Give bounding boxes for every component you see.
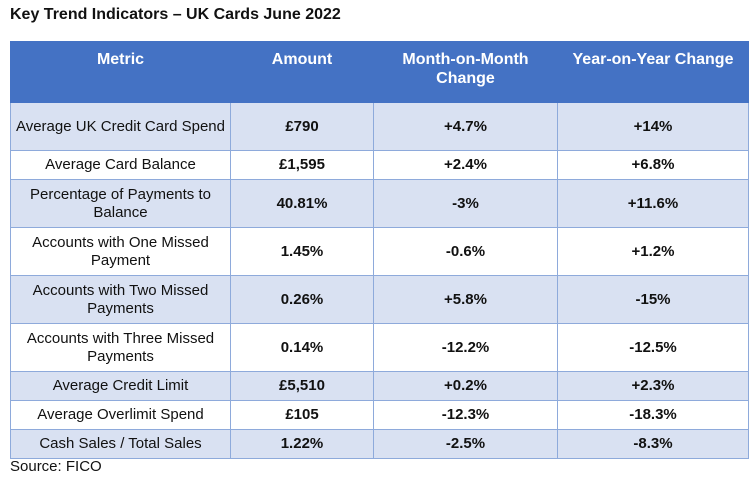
value-cell: 1.45% (230, 227, 374, 276)
value-cell: -15% (557, 275, 749, 324)
value-cell: -8.3% (557, 429, 749, 459)
value-cell: +1.2% (557, 227, 749, 276)
metric-cell: Cash Sales / Total Sales (10, 429, 231, 459)
column-header: Month-on-Month Change (373, 41, 558, 103)
metric-cell: Average Credit Limit (10, 371, 231, 401)
value-cell: +14% (557, 102, 749, 151)
table-row: Accounts with Two Missed Payments 0.26% +5… (10, 275, 749, 324)
value-cell: 0.14% (230, 323, 374, 372)
value-cell: -18.3% (557, 400, 749, 430)
table-row: Average UK Credit Card Spend £790 +4.7% +14… (10, 102, 749, 151)
value-cell: +6.8% (557, 150, 749, 180)
column-header: Amount (230, 41, 374, 103)
table-row: Average Card Balance £1,595 +2.4% +6.8% (10, 150, 749, 180)
metric-cell: Percentage of Payments to Balance (10, 179, 231, 228)
table-row: Cash Sales / Total Sales 1.22% -2.5% -8.3% (10, 429, 749, 459)
value-cell: £5,510 (230, 371, 374, 401)
value-cell: -2.5% (373, 429, 558, 459)
value-cell: -12.3% (373, 400, 558, 430)
value-cell: +0.2% (373, 371, 558, 401)
value-cell: £790 (230, 102, 374, 151)
value-cell: +2.4% (373, 150, 558, 180)
metric-cell: Average UK Credit Card Spend (10, 102, 231, 151)
value-cell: -12.2% (373, 323, 558, 372)
value-cell: 40.81% (230, 179, 374, 228)
value-cell: +5.8% (373, 275, 558, 324)
value-cell: £105 (230, 400, 374, 430)
header-row: Metric Amount Month-on-Month Change Year-on… (10, 41, 749, 103)
table-row: Average Credit Limit £5,510 +0.2% +2.3% (10, 371, 749, 401)
value-cell: £1,595 (230, 150, 374, 180)
source-note: Source: FICO (10, 458, 102, 475)
value-cell: -0.6% (373, 227, 558, 276)
metric-cell: Average Card Balance (10, 150, 231, 180)
metric-cell: Average Overlimit Spend (10, 400, 231, 430)
value-cell: -12.5% (557, 323, 749, 372)
metric-cell: Accounts with Three Missed Payments (10, 323, 231, 372)
table-row: Accounts with Three Missed Payments 0.14%… (10, 323, 749, 372)
table-row: Percentage of Payments to Balance 40.81% -… (10, 179, 749, 228)
value-cell: 0.26% (230, 275, 374, 324)
metric-cell: Accounts with One Missed Payment (10, 227, 231, 276)
value-cell: 1.22% (230, 429, 374, 459)
table-row: Average Overlimit Spend £105 -12.3% -18.3% (10, 400, 749, 430)
metric-cell: Accounts with Two Missed Payments (10, 275, 231, 324)
value-cell: +2.3% (557, 371, 749, 401)
key-trend-table: Metric Amount Month-on-Month Change Year-on… (10, 41, 749, 459)
column-header: Metric (10, 41, 231, 103)
table-row: Accounts with One Missed Payment 1.45% -0.… (10, 227, 749, 276)
column-header: Year-on-Year Change (557, 41, 749, 103)
table-title: Key Trend Indicators – UK Cards June 202… (10, 6, 341, 23)
value-cell: +4.7% (373, 102, 558, 151)
value-cell: +11.6% (557, 179, 749, 228)
value-cell: -3% (373, 179, 558, 228)
